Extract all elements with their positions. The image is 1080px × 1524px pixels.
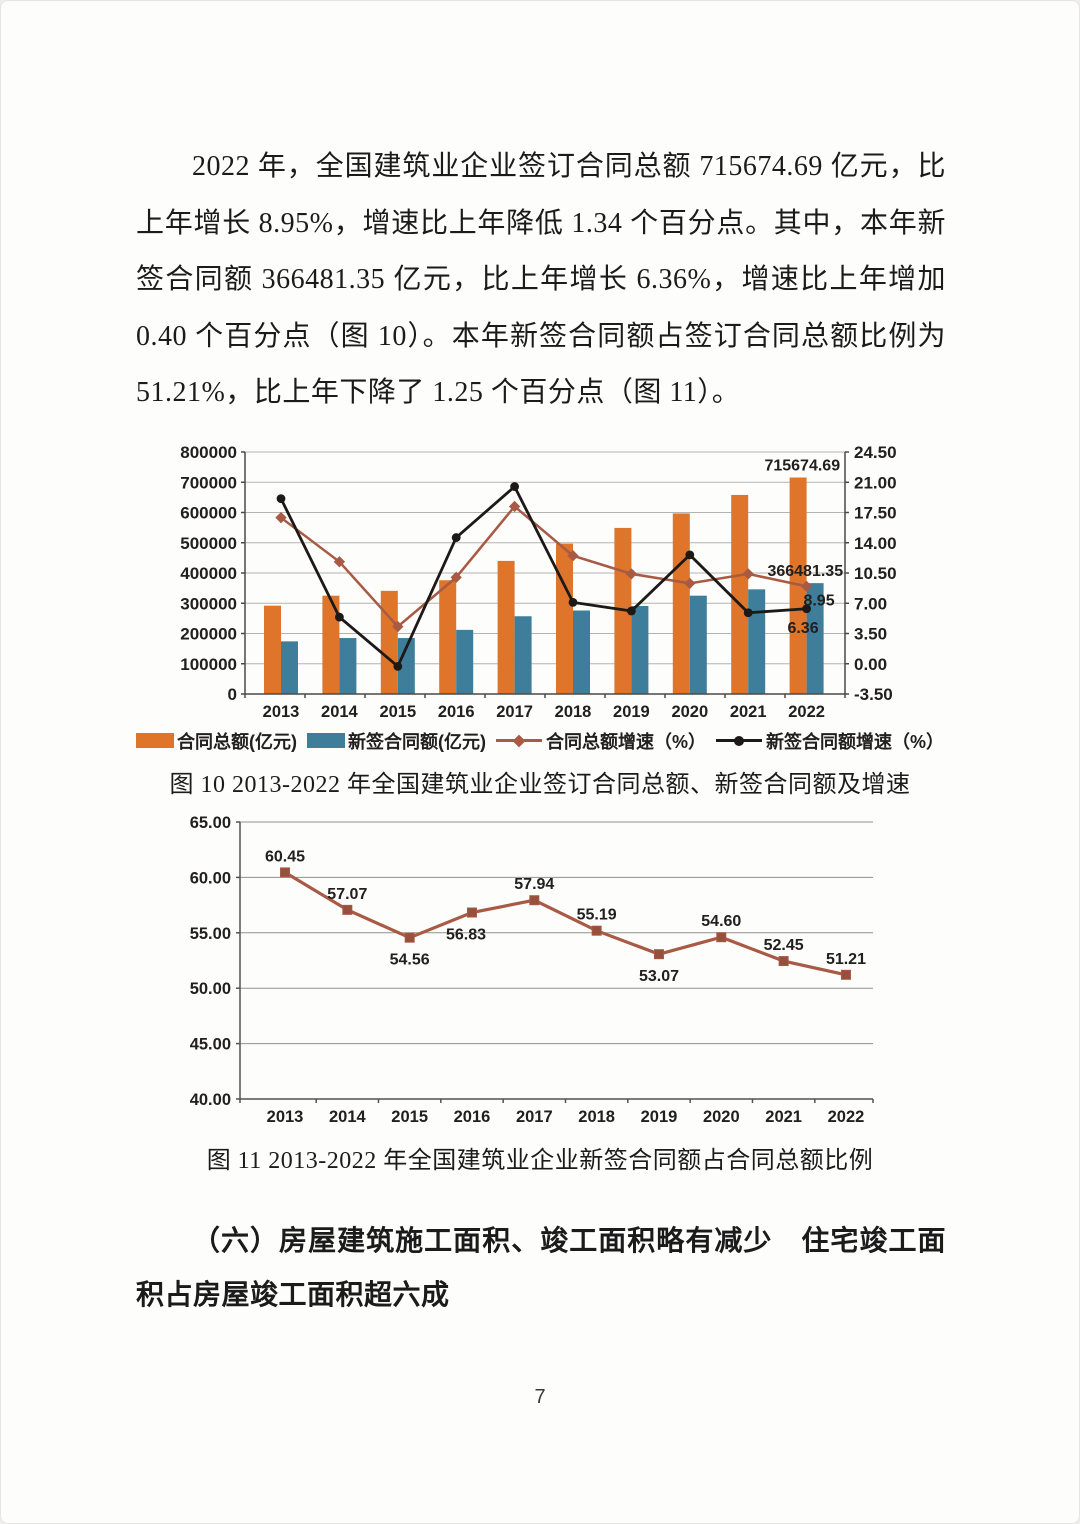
figure-10: 800000 24.50 700000 21.00 600000 17.50 500000 1… xyxy=(135,438,944,799)
svg-text:3.50: 3.50 xyxy=(854,624,887,643)
svg-text:100000: 100000 xyxy=(180,655,237,674)
svg-text:21.00: 21.00 xyxy=(854,473,897,492)
svg-text:51.21: 51.21 xyxy=(826,951,866,968)
svg-text:2017: 2017 xyxy=(496,703,533,721)
svg-text:600000: 600000 xyxy=(180,503,237,522)
legend-circle-marker-icon xyxy=(734,735,744,746)
legend-line-swatch-icon xyxy=(716,735,762,746)
svg-text:800000: 800000 xyxy=(180,443,237,462)
svg-text:400000: 400000 xyxy=(180,564,237,583)
figure-11-caption: 图 11 2013-2022 年全国建筑业企业新签合同额占合同总额比例 xyxy=(206,1147,874,1174)
svg-text:10.50: 10.50 xyxy=(854,564,897,583)
svg-text:54.60: 54.60 xyxy=(701,913,741,930)
fig10-axes: 800000 24.50 700000 21.00 600000 17.50 500000 1… xyxy=(180,443,896,721)
legend-label: 新签合同额增速（%） xyxy=(766,731,945,752)
svg-text:52.45: 52.45 xyxy=(764,937,804,954)
svg-text:56.83: 56.83 xyxy=(446,926,486,943)
svg-text:40.00: 40.00 xyxy=(190,1091,231,1109)
svg-text:2019: 2019 xyxy=(613,703,650,721)
svg-text:2014: 2014 xyxy=(329,1108,367,1126)
fig10-bars-0 xyxy=(264,477,807,694)
legend-item-1: 新签合同额(亿元) xyxy=(306,728,486,754)
svg-text:2013: 2013 xyxy=(267,1108,304,1126)
svg-text:24.50: 24.50 xyxy=(854,443,897,462)
svg-text:2019: 2019 xyxy=(641,1108,678,1126)
legend-bar-swatch-icon xyxy=(135,733,174,749)
legend-diamond-marker-icon xyxy=(512,734,526,748)
svg-text:0.00: 0.00 xyxy=(854,655,887,674)
svg-text:2015: 2015 xyxy=(379,703,416,721)
svg-text:500000: 500000 xyxy=(180,534,237,553)
svg-text:2021: 2021 xyxy=(765,1108,802,1126)
svg-text:55.00: 55.00 xyxy=(190,925,231,943)
svg-text:57.94: 57.94 xyxy=(514,876,554,893)
svg-text:54.56: 54.56 xyxy=(390,952,430,969)
svg-text:2018: 2018 xyxy=(555,703,592,721)
svg-text:57.07: 57.07 xyxy=(327,886,367,903)
svg-text:2022: 2022 xyxy=(828,1108,865,1126)
svg-text:715674.69: 715674.69 xyxy=(764,457,840,474)
svg-text:2020: 2020 xyxy=(703,1108,740,1126)
svg-text:2018: 2018 xyxy=(578,1108,615,1126)
svg-text:2017: 2017 xyxy=(516,1108,553,1126)
svg-text:366481.35: 366481.35 xyxy=(767,563,843,580)
svg-text:7.00: 7.00 xyxy=(854,594,887,613)
fig10-point-labels: 715674.69 366481.35 8.95 6.36 xyxy=(764,457,843,636)
svg-text:300000: 300000 xyxy=(180,594,237,613)
fig10-line-1 xyxy=(276,482,811,671)
svg-text:60.00: 60.00 xyxy=(190,869,231,887)
fig11-gridlines xyxy=(240,821,873,1045)
svg-text:6.36: 6.36 xyxy=(787,620,818,637)
svg-text:2013: 2013 xyxy=(263,703,300,721)
legend-item-0: 合同总额(亿元) xyxy=(135,728,297,754)
svg-text:53.07: 53.07 xyxy=(639,968,679,985)
page-number: 7 xyxy=(534,1386,546,1408)
svg-text:55.19: 55.19 xyxy=(577,907,617,924)
figure-10-caption: 图 10 2013-2022 年全国建筑业企业签订合同总额、新签合同额及增速 xyxy=(169,771,911,798)
legend-item-2: 合同总额增速（%） xyxy=(495,728,706,754)
figure-10-chart: 800000 24.50 700000 21.00 600000 17.50 500000 1… xyxy=(180,443,896,721)
svg-text:2014: 2014 xyxy=(321,703,359,721)
legend-label: 新签合同额(亿元) xyxy=(347,731,486,752)
fig11-axes: 65.00 60.00 55.00 50.00 45.00 40.00 2013 2014 20… xyxy=(190,814,874,1126)
legend-label: 合同总额(亿元) xyxy=(176,731,297,752)
figure-11-chart: 65.00 60.00 55.00 50.00 45.00 40.00 2013 2014 20… xyxy=(190,814,874,1126)
svg-text:45.00: 45.00 xyxy=(190,1036,231,1054)
svg-text:17.50: 17.50 xyxy=(854,503,897,522)
svg-text:2016: 2016 xyxy=(454,1108,491,1126)
svg-text:14.00: 14.00 xyxy=(854,534,897,553)
fig11-line xyxy=(280,867,851,980)
svg-text:2021: 2021 xyxy=(730,703,767,721)
fig11-point-labels: 60.45 57.07 54.56 56.83 57.94 55.19 53.07 54.60… xyxy=(265,848,866,985)
svg-text:-3.50: -3.50 xyxy=(854,685,893,704)
fig10-bars-1 xyxy=(281,583,824,694)
legend-bar-swatch-icon xyxy=(306,733,345,749)
svg-text:2015: 2015 xyxy=(391,1108,428,1126)
figure-11: 65.00 60.00 55.00 50.00 45.00 40.00 2013 2014 20… xyxy=(136,807,944,1175)
svg-text:0: 0 xyxy=(228,685,237,704)
svg-text:2020: 2020 xyxy=(671,703,708,721)
svg-text:50.00: 50.00 xyxy=(190,980,231,998)
legend-label: 合同总额增速（%） xyxy=(545,731,706,752)
svg-text:200000: 200000 xyxy=(180,624,237,643)
svg-text:65.00: 65.00 xyxy=(190,814,231,832)
figure-10-legend: 合同总额(亿元) 新签合同额(亿元) 合同总额增速（%） 新签合同额增速（%） xyxy=(135,728,944,754)
section-heading: （六）房屋建筑施工面积、竣工面积略有减少 住宅竣工面积占房屋竣工面积超六成 xyxy=(136,1225,946,1311)
legend-line-swatch-icon xyxy=(495,734,542,748)
svg-text:8.95: 8.95 xyxy=(803,592,834,609)
legend-item-3: 新签合同额增速（%） xyxy=(716,728,944,754)
svg-text:60.45: 60.45 xyxy=(265,848,305,865)
svg-text:2016: 2016 xyxy=(438,703,475,721)
svg-text:2022: 2022 xyxy=(788,703,825,721)
body-paragraph: 2022 年，全国建筑业企业签订合同总额 715674.69 亿元，比上年增长 … xyxy=(136,151,946,409)
svg-text:700000: 700000 xyxy=(180,473,237,492)
fig10-gridlines xyxy=(245,451,845,665)
